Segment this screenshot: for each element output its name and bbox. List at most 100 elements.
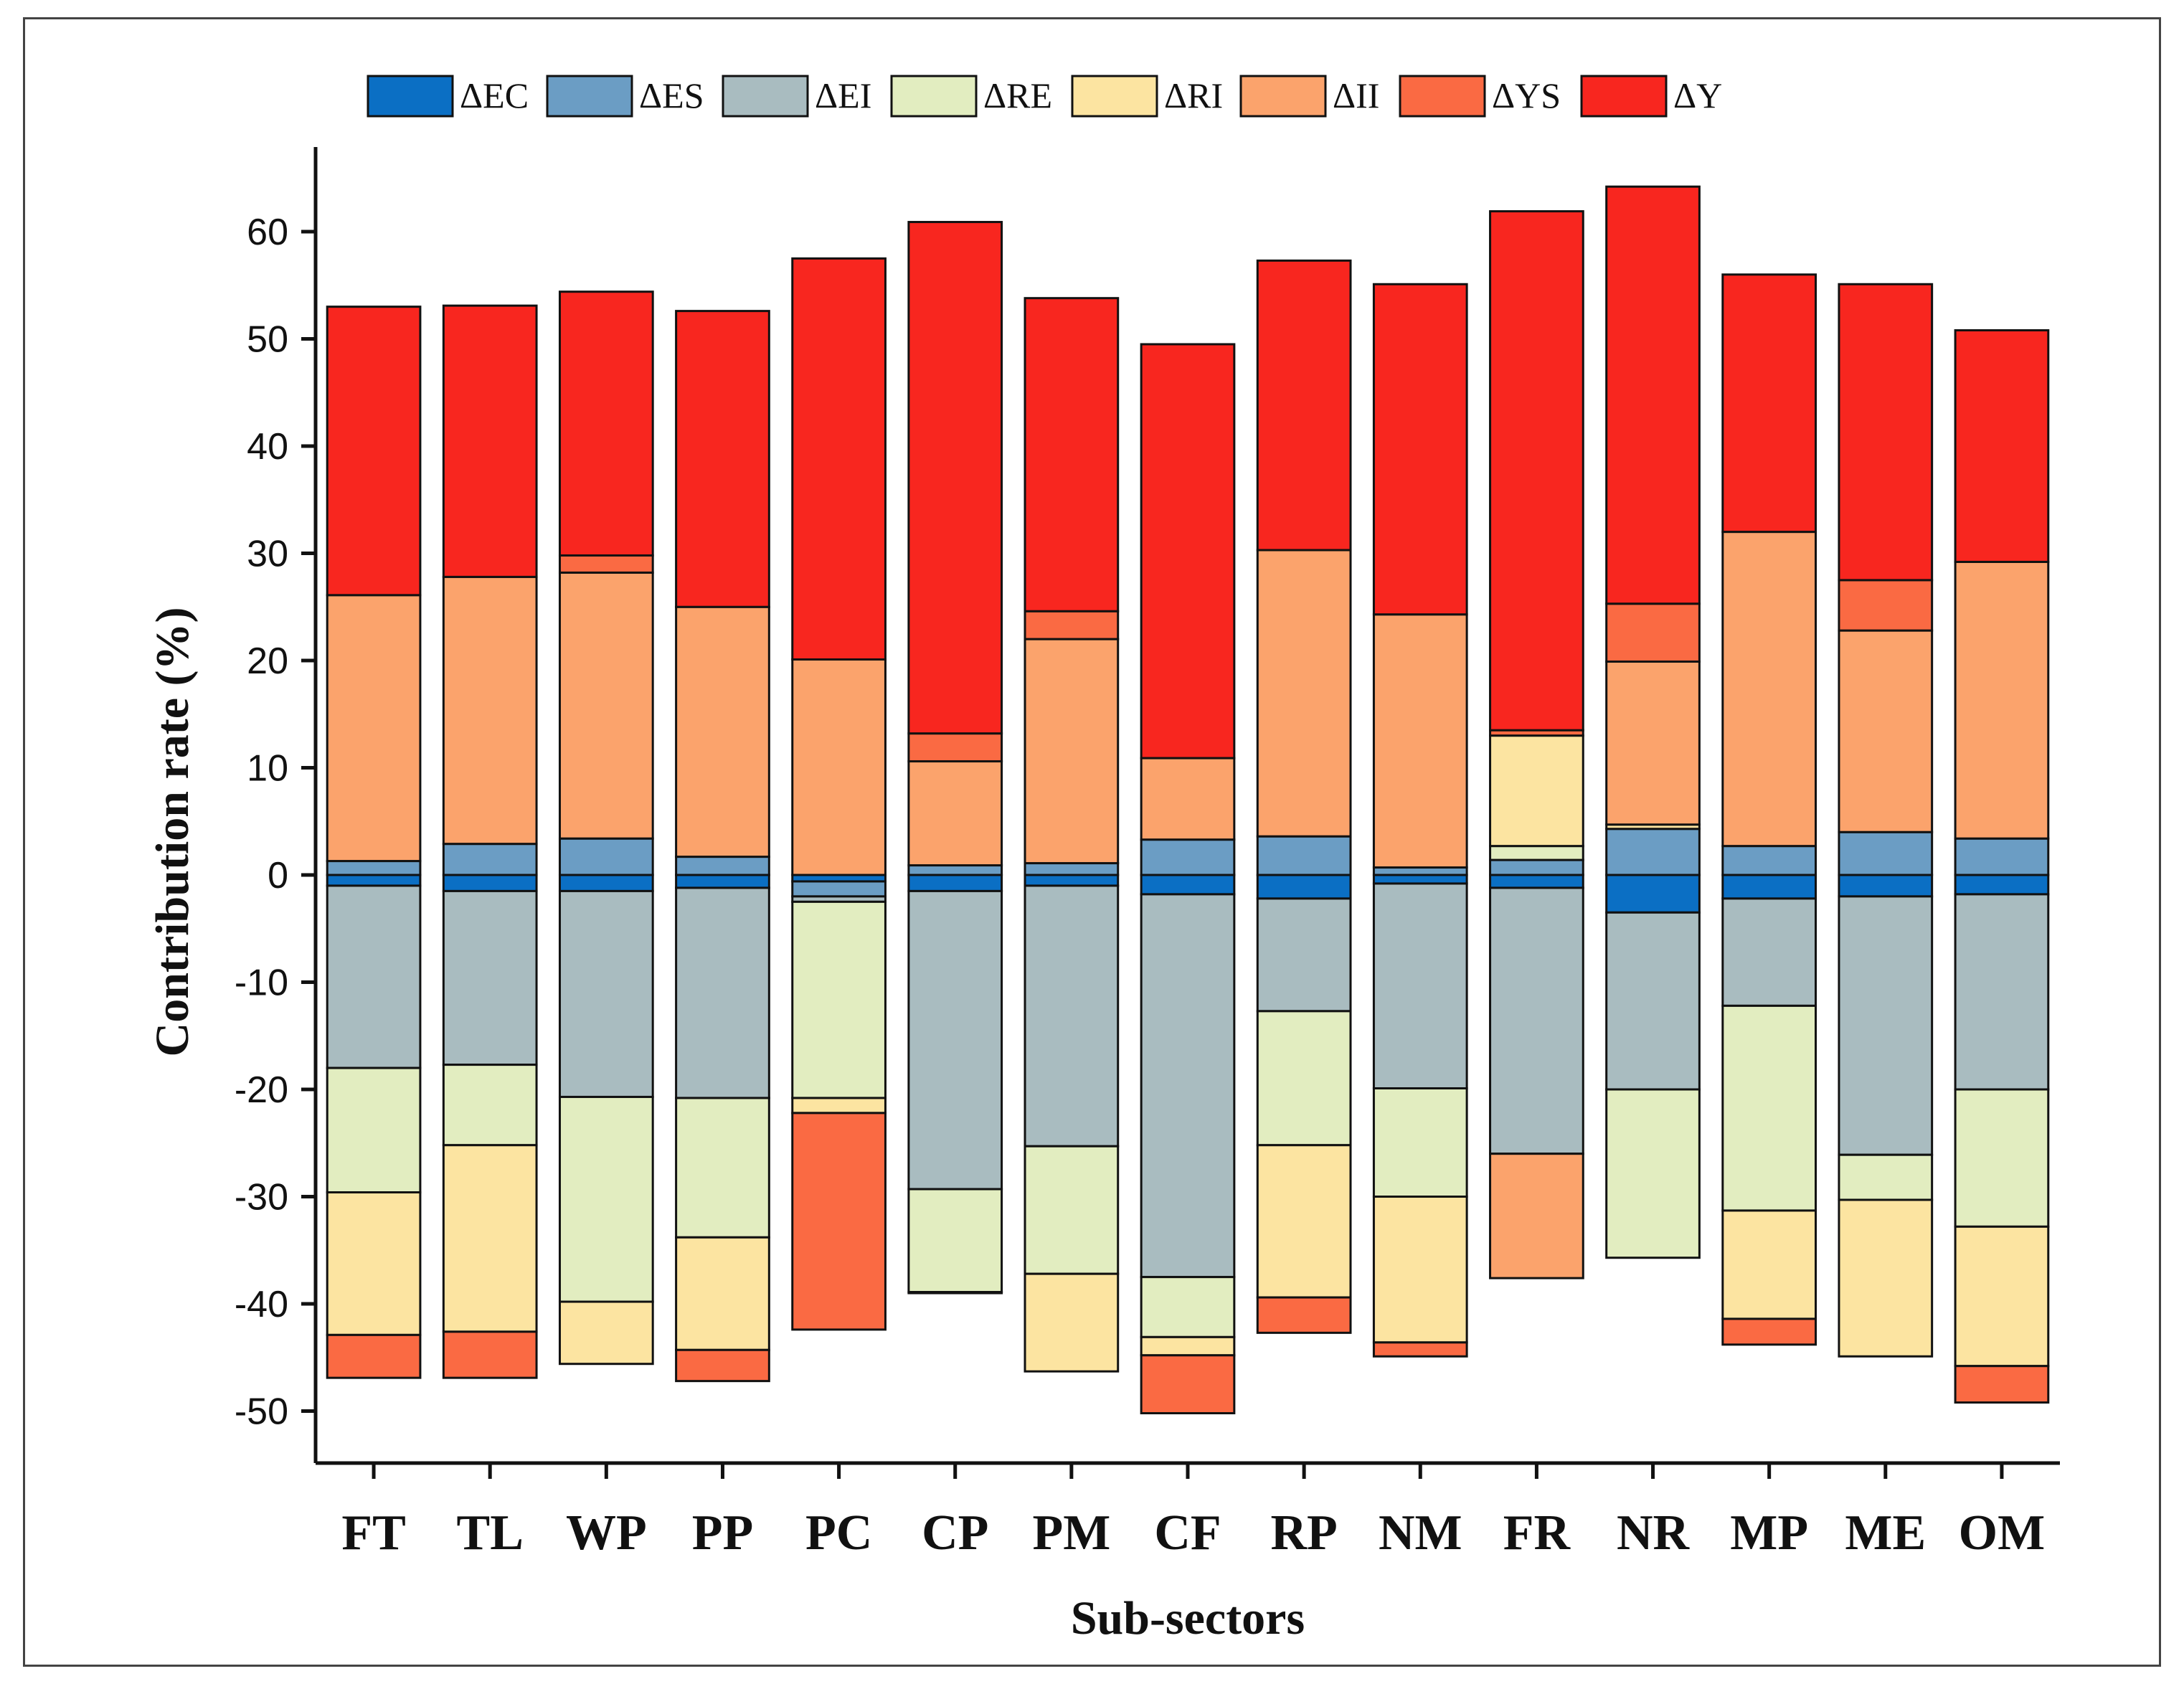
- legend-item: ΔRI: [1071, 75, 1223, 118]
- bar-segment-cf-delta-ii: [1140, 757, 1236, 841]
- x-tick-label: FR: [1503, 1505, 1571, 1561]
- bar-segment-rp-delta-ri: [1256, 1144, 1352, 1299]
- bar-segment-nm-delta-re: [1372, 1087, 1468, 1198]
- y-tick-label: 60: [247, 212, 288, 253]
- bar-segment-rp-delta-ec: [1256, 874, 1352, 900]
- bar-segment-fr-delta-es: [1489, 858, 1584, 876]
- bar-group-nm: [1372, 283, 1468, 1358]
- bar-segment-pp-delta-ii: [675, 605, 770, 858]
- bar-segment-ft-delta-ri: [326, 1191, 422, 1336]
- bar-segment-cf-delta-ec: [1140, 874, 1236, 896]
- bar-segment-me-delta-ec: [1838, 874, 1934, 898]
- legend-swatch: [367, 75, 454, 118]
- bars-layer: [326, 185, 2050, 1414]
- bar-segment-pp-delta-ec: [675, 874, 770, 889]
- bar-segment-pp-delta-ei: [675, 886, 770, 1099]
- bar-segment-pc-delta-ys: [791, 1112, 887, 1331]
- bar-segment-mp-delta-re: [1721, 1004, 1817, 1212]
- bar-segment-cf-delta-re: [1140, 1276, 1236, 1338]
- bar-segment-cf-delta-ri: [1140, 1335, 1236, 1357]
- bar-segment-tl-delta-ec: [442, 874, 538, 892]
- bar-segment-nr-delta-y: [1605, 185, 1701, 605]
- bar-segment-pc-delta-ri: [791, 1097, 887, 1115]
- bar-segment-nr-delta-ys: [1605, 602, 1701, 663]
- y-tick-label: 40: [247, 426, 288, 468]
- legend-swatch: [1071, 75, 1158, 118]
- x-axis-title: Sub-sectors: [1071, 1592, 1305, 1645]
- legend-label: ΔYS: [1492, 75, 1561, 115]
- bar-segment-rp-delta-es: [1256, 835, 1352, 876]
- bar-segment-fr-delta-ec: [1489, 874, 1584, 889]
- legend-label: ΔES: [639, 75, 704, 115]
- bar-group-fr: [1489, 210, 1584, 1279]
- bar-segment-rp-delta-ii: [1256, 549, 1352, 838]
- bar-segment-me-delta-re: [1838, 1153, 1934, 1201]
- x-tick-label: OM: [1959, 1505, 2046, 1561]
- bar-segment-nm-delta-ec: [1372, 874, 1468, 885]
- bar-segment-me-delta-ys: [1838, 579, 1934, 632]
- bar-segment-pm-delta-y: [1024, 297, 1120, 612]
- bar-segment-wp-delta-ei: [558, 889, 654, 1098]
- bar-segment-nm-delta-ri: [1372, 1196, 1468, 1344]
- legend: ΔEC ΔES ΔEI ΔRE ΔRI ΔII ΔYS ΔY: [367, 75, 1722, 118]
- bar-segment-tl-delta-y: [442, 304, 538, 578]
- legend-label: ΔRE: [983, 75, 1052, 115]
- y-axis-title: Contribution rate (%): [146, 607, 199, 1057]
- bar-group-pp: [675, 310, 770, 1383]
- bar-segment-cp-delta-es: [907, 864, 1003, 876]
- bar-segment-tl-delta-ii: [442, 575, 538, 846]
- bar-segment-om-delta-ei: [1954, 893, 2050, 1091]
- bar-segment-cp-delta-ec: [907, 874, 1003, 892]
- bar-group-rp: [1256, 259, 1352, 1334]
- bar-segment-ft-delta-y: [326, 306, 422, 597]
- bar-segment-pm-delta-ec: [1024, 874, 1120, 887]
- bar-segment-pp-delta-re: [675, 1097, 770, 1239]
- legend-item: ΔRE: [890, 75, 1052, 118]
- bar-segment-mp-delta-ii: [1721, 531, 1817, 848]
- bar-segment-pc-delta-re: [791, 900, 887, 1099]
- bar-segment-fr-delta-ei: [1489, 886, 1584, 1155]
- legend-label: ΔY: [1673, 75, 1722, 115]
- bar-segment-pm-delta-re: [1024, 1145, 1120, 1275]
- bar-segment-nm-delta-ys: [1372, 1341, 1468, 1358]
- legend-item: ΔY: [1580, 75, 1722, 118]
- bar-segment-wp-delta-ys: [558, 554, 654, 574]
- bar-segment-om-delta-ys: [1954, 1365, 2050, 1404]
- bar-segment-om-delta-ii: [1954, 560, 2050, 840]
- bar-segment-pp-delta-ri: [675, 1236, 770, 1351]
- bar-group-tl: [442, 304, 538, 1379]
- bar-segment-mp-delta-es: [1721, 845, 1817, 876]
- x-tick-label: CF: [1154, 1505, 1221, 1561]
- bar-segment-tl-delta-ei: [442, 889, 538, 1066]
- y-tick-label: 0: [268, 855, 288, 896]
- bar-segment-ft-delta-es: [326, 860, 422, 876]
- chart-frame: [23, 17, 2161, 1667]
- bar-segment-me-delta-y: [1838, 283, 1934, 582]
- bar-segment-om-delta-re: [1954, 1088, 2050, 1228]
- bar-segment-rp-delta-y: [1256, 259, 1352, 552]
- bar-segment-pm-delta-ei: [1024, 884, 1120, 1148]
- bar-segment-tl-delta-es: [442, 843, 538, 876]
- bar-segment-nr-delta-ii: [1605, 660, 1701, 826]
- x-tick-label: ME: [1845, 1505, 1926, 1561]
- bar-segment-cp-delta-ys: [907, 732, 1003, 763]
- bar-segment-ft-delta-ec: [326, 874, 422, 887]
- bar-segment-fr-delta-y: [1489, 210, 1584, 732]
- bar-segment-me-delta-ii: [1838, 629, 1934, 833]
- bar-segment-pp-delta-ys: [675, 1348, 770, 1383]
- bar-segment-mp-delta-ys: [1721, 1317, 1817, 1346]
- y-tick-label: -30: [235, 1177, 288, 1219]
- bar-segment-nr-delta-es: [1605, 828, 1701, 876]
- x-tick-label: NR: [1617, 1505, 1691, 1561]
- bar-segment-cp-delta-y: [907, 221, 1003, 735]
- bar-segment-tl-delta-re: [442, 1064, 538, 1147]
- bar-segment-pc-delta-y: [791, 257, 887, 661]
- bar-segment-wp-delta-ii: [558, 571, 654, 840]
- bar-segment-pp-delta-es: [675, 856, 770, 876]
- legend-swatch: [890, 75, 978, 118]
- legend-swatch: [1399, 75, 1486, 118]
- bar-segment-wp-delta-es: [558, 837, 654, 876]
- bar-segment-mp-delta-y: [1721, 273, 1817, 534]
- bar-group-me: [1838, 283, 1934, 1358]
